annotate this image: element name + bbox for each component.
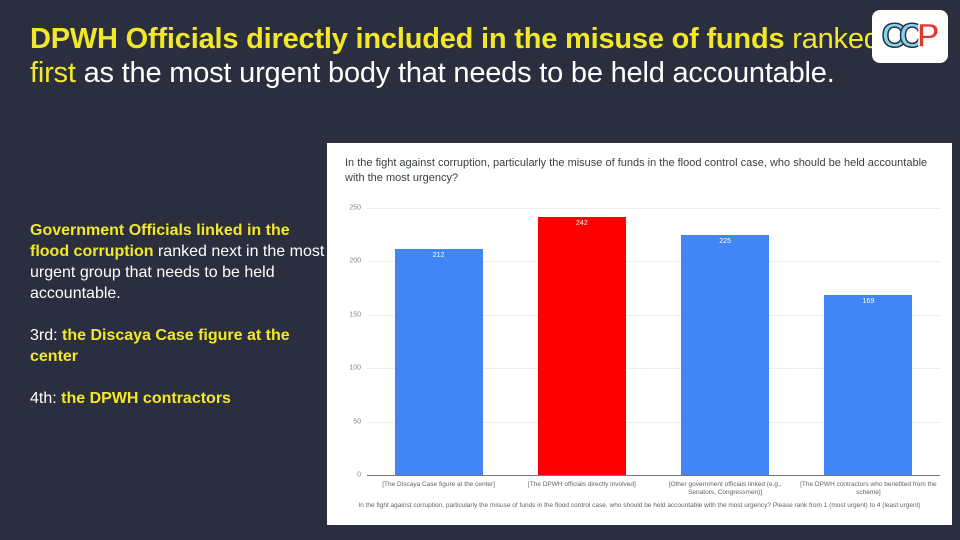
sidebar-p3-bold: the DPWH contractors — [61, 390, 231, 407]
gridline-250: 250 — [349, 205, 940, 212]
headline-white: as the most urgent body that needs to be… — [83, 57, 835, 89]
y-tick-label: 250 — [349, 204, 361, 212]
sidebar-p3-prefix: 4th: — [30, 390, 62, 407]
bar-value-label: 225 — [719, 237, 731, 245]
bar-value-label: 242 — [576, 219, 588, 227]
sidebar-commentary: Government Officials linked in the flood… — [30, 220, 325, 430]
chart-plot-area: 0 50 100 150 200 250 212 242 225 169 — [349, 205, 940, 479]
sidebar-p1-rest: ranked next in the most urgent group tha… — [30, 243, 325, 302]
logo-letter-c2: C — [898, 16, 924, 56]
bar-1: 212 — [394, 248, 483, 475]
sidebar-p2-prefix: 3rd: — [30, 327, 63, 344]
y-tick-label: 50 — [353, 418, 361, 426]
x-category-label-3: [Other government officials linked (e.g.… — [668, 481, 782, 496]
x-category-label-2: [The DPWH officials directly involved] — [527, 481, 636, 488]
y-tick-label: 0 — [357, 471, 361, 479]
chart-panel: In the fight against corruption, particu… — [327, 143, 952, 525]
y-tick-label: 100 — [349, 364, 361, 372]
bar-2: 242 — [537, 216, 626, 475]
headline-bold-yellow: DPWH Officials directly included in the … — [30, 23, 785, 55]
logo-letter-c1: C — [881, 16, 907, 56]
chart-x-axis-labels: [The Discaya Case figure at the center] [… — [367, 481, 940, 501]
bar-3: 225 — [681, 234, 770, 475]
headline: DPWH Officials directly included in the … — [30, 22, 880, 90]
bar-4: 169 — [824, 294, 913, 475]
sidebar-paragraph-3: 4th: the DPWH contractors — [30, 388, 325, 409]
headline-yellow-regular: ranked first — [30, 23, 880, 89]
x-category-label-1: [The Discaya Case figure at the center] — [382, 481, 495, 488]
sidebar-paragraph-2: 3rd: the Discaya Case figure at the cent… — [30, 325, 325, 367]
ccp-logo: C C P — [872, 10, 948, 63]
bar-value-label: 169 — [862, 297, 875, 305]
x-category-label-4: [The DPWH contractors who benefited from… — [800, 481, 937, 496]
gridline-100: 100 — [349, 365, 940, 372]
chart-title: In the fight against corruption, particu… — [345, 157, 928, 184]
chart-axis-caption: In the fight against corruption, particu… — [358, 502, 921, 509]
y-tick-label: 200 — [349, 257, 361, 265]
bar-value-label: 212 — [432, 251, 445, 259]
gridline-50: 50 — [353, 418, 940, 425]
y-tick-label: 150 — [349, 311, 361, 319]
sidebar-p1-bold: Government Officials linked in the flood… — [30, 222, 290, 260]
gridline-150: 150 — [349, 311, 940, 318]
gridline-200: 200 — [349, 258, 940, 265]
sidebar-p2-bold: the Discaya Case figure at the center — [30, 327, 290, 365]
gridline-0: 0 — [357, 472, 940, 479]
logo-letter-p: P — [916, 16, 940, 56]
sidebar-paragraph-1: Government Officials linked in the flood… — [30, 220, 325, 304]
